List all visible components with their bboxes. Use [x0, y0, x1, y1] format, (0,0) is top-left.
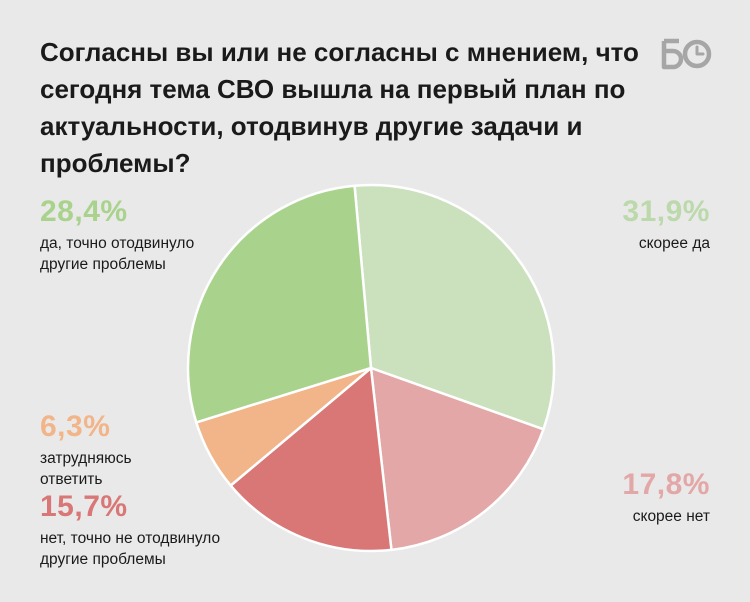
slice-value-label: 31,9% [622, 195, 710, 228]
slice-category-label: скорее нет [632, 508, 710, 525]
slice-value-label: 6,3% [40, 410, 111, 443]
slice-label-zatrudnyayus: 6,3% затрудняюсь ответить [40, 410, 180, 490]
pie-slice-skoree-da [353, 183, 556, 431]
pie-slice-da-tochno [186, 184, 373, 424]
slice-category-label: нет, точно не отодвинуло другие проблемы [40, 530, 221, 568]
slice-value-label: 17,8% [622, 468, 710, 501]
slice-category-label: да, точно отодвинуло другие проблемы [40, 235, 195, 273]
pie-slice-net-tochno [229, 366, 393, 553]
slice-label-skoree-da: 31,9% скорее да [622, 195, 710, 254]
pie-slice-skoree-net [369, 366, 545, 552]
chart-title: Согласны вы или не согласны с мнением, ч… [40, 37, 639, 178]
slice-category-label: затрудняюсь ответить [40, 450, 132, 488]
slice-label-skoree-net: 17,8% скорее нет [622, 468, 710, 527]
slice-value-label: 15,7% [40, 490, 128, 523]
slice-label-da-tochno: 28,4% да, точно отодвинуло другие пробле… [40, 195, 230, 275]
slice-category-label: скорее да [638, 235, 710, 252]
slice-value-label: 28,4% [40, 195, 128, 228]
bo-logo [660, 38, 712, 70]
slice-label-net-tochno: 15,7% нет, точно не отодвинуло другие пр… [40, 490, 250, 570]
